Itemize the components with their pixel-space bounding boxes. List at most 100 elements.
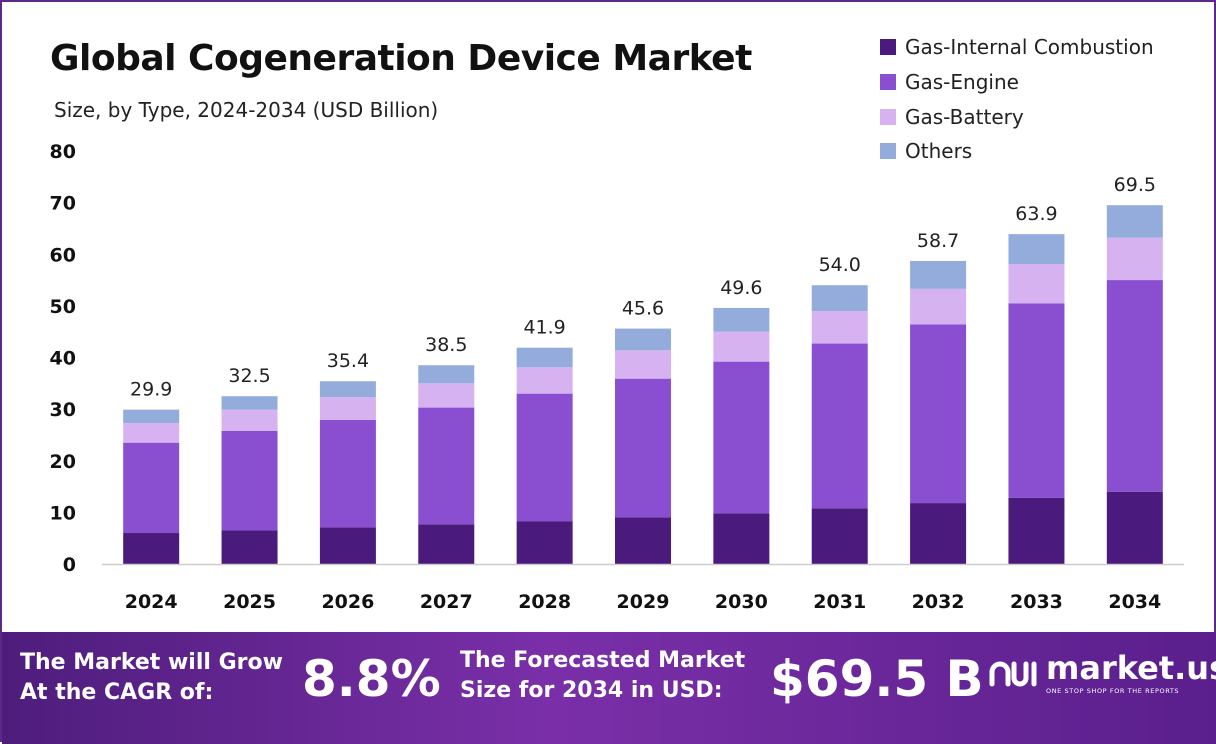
bar-segment-gas-internal-combustion bbox=[319, 527, 376, 564]
bar-segment-others bbox=[516, 347, 573, 368]
bar-segment-gas-battery bbox=[221, 409, 278, 431]
y-tick-label: 40 bbox=[50, 348, 76, 370]
bar-segment-gas-battery bbox=[516, 367, 573, 394]
legend-swatch bbox=[880, 74, 896, 91]
legend-label: Gas-Engine bbox=[905, 70, 1019, 95]
bar-segment-gas-engine bbox=[516, 393, 573, 522]
bar-segment-gas-battery bbox=[1106, 237, 1163, 281]
bar-segment-gas-internal-combustion bbox=[910, 503, 967, 564]
logo-tagline: ONE STOP SHOP FOR THE REPORTS bbox=[1046, 687, 1180, 695]
bar-total-label: 54.0 bbox=[819, 254, 861, 276]
bar-segment-gas-internal-combustion bbox=[713, 513, 770, 564]
chart-legend: Gas-Internal Combustion Gas-Engine Gas-B… bbox=[880, 30, 1154, 169]
bar-segment-others bbox=[1106, 205, 1163, 238]
bar-segment-others bbox=[221, 396, 278, 410]
bar-segment-others bbox=[1008, 234, 1065, 265]
bar-segment-gas-battery bbox=[418, 383, 475, 408]
cagr-value: 8.8% bbox=[302, 650, 441, 708]
x-tick-label: 2026 bbox=[321, 591, 374, 613]
bar-segment-gas-internal-combustion bbox=[811, 508, 868, 564]
y-tick-label: 50 bbox=[50, 296, 76, 318]
legend-swatch bbox=[880, 108, 896, 125]
legend-item-gas-battery: Gas-Battery bbox=[880, 99, 1154, 134]
bar-total-label: 29.9 bbox=[130, 379, 172, 401]
bar-segment-others bbox=[615, 328, 671, 351]
logo-text: market.us bbox=[1046, 649, 1216, 687]
bar-segment-gas-engine bbox=[123, 442, 180, 534]
bar-segment-gas-internal-combustion bbox=[1008, 497, 1065, 564]
bar-segment-gas-internal-combustion bbox=[123, 533, 180, 564]
y-tick-label: 20 bbox=[50, 451, 76, 473]
x-tick-label: 2031 bbox=[813, 591, 866, 613]
bar-segment-gas-engine bbox=[1106, 280, 1163, 492]
bar-segment-others bbox=[713, 307, 770, 332]
y-tick-label: 0 bbox=[63, 554, 76, 576]
bar-segment-gas-internal-combustion bbox=[418, 524, 475, 564]
bar-segment-gas-engine bbox=[221, 430, 278, 531]
legend-item-gas-internal-combustion: Gas-Internal Combustion bbox=[880, 30, 1154, 65]
legend-label: Others bbox=[905, 139, 973, 164]
x-tick-label: 2028 bbox=[518, 591, 571, 613]
bar-segment-gas-internal-combustion bbox=[516, 521, 573, 564]
bar-segment-gas-engine bbox=[910, 324, 967, 504]
x-tick-label: 2030 bbox=[715, 591, 768, 613]
forecast-label-line2: Size for 2034 in USD: bbox=[460, 678, 723, 703]
bar-segment-others bbox=[123, 409, 180, 424]
x-tick-label: 2024 bbox=[125, 591, 178, 613]
x-tick-label: 2032 bbox=[912, 591, 965, 613]
bar-segment-others bbox=[811, 285, 868, 312]
x-tick-label: 2029 bbox=[617, 591, 670, 613]
bar-total-label: 58.7 bbox=[917, 230, 959, 252]
bar-segment-others bbox=[319, 381, 376, 398]
bar-segment-gas-engine bbox=[319, 419, 376, 528]
legend-label: Gas-Internal Combustion bbox=[905, 35, 1154, 60]
bar-segment-gas-battery bbox=[910, 288, 967, 325]
bar-segment-gas-engine bbox=[713, 361, 770, 514]
x-tick-label: 2027 bbox=[420, 591, 473, 613]
bar-segment-gas-internal-combustion bbox=[221, 530, 278, 564]
bar-segment-gas-engine bbox=[811, 343, 868, 509]
cagr-label: The Market will Grow At the CAGR of: bbox=[20, 648, 283, 708]
y-tick-label: 10 bbox=[50, 502, 76, 524]
forecast-value: $69.5 B bbox=[770, 650, 984, 708]
bar-segment-gas-battery bbox=[713, 331, 770, 362]
stacked-bar-chart: 0102030405060708029.9202432.5202535.4202… bbox=[50, 141, 1184, 613]
bar-segment-gas-battery bbox=[811, 311, 868, 344]
chart-subtitle: Size, by Type, 2024-2034 (USD Billion) bbox=[54, 98, 439, 122]
chart-title: Global Cogeneration Device Market bbox=[50, 38, 752, 79]
x-tick-label: 2033 bbox=[1010, 591, 1063, 613]
x-tick-label: 2025 bbox=[223, 591, 276, 613]
bar-total-label: 45.6 bbox=[622, 298, 664, 320]
summary-banner: The Market will Grow At the CAGR of: 8.8… bbox=[2, 632, 1216, 744]
bar-segment-gas-engine bbox=[418, 407, 475, 525]
forecast-label-line1: The Forecasted Market bbox=[460, 648, 746, 673]
bar-segment-gas-battery bbox=[123, 423, 180, 443]
legend-item-others: Others bbox=[880, 134, 1154, 169]
bar-segment-gas-internal-combustion bbox=[615, 517, 671, 564]
bar-total-label: 32.5 bbox=[228, 365, 270, 387]
bar-total-label: 38.5 bbox=[425, 334, 467, 356]
bar-segment-gas-internal-combustion bbox=[1106, 491, 1163, 564]
cagr-label-line2: At the CAGR of: bbox=[20, 680, 214, 705]
brand-logo: market.us ONE STOP SHOP FOR THE REPORTS bbox=[988, 652, 1216, 695]
y-tick-label: 80 bbox=[50, 141, 76, 163]
bar-total-label: 49.6 bbox=[720, 277, 762, 299]
x-tick-label: 2034 bbox=[1108, 591, 1161, 613]
bar-total-label: 69.5 bbox=[1114, 174, 1156, 196]
legend-swatch bbox=[880, 39, 896, 56]
bar-segment-gas-battery bbox=[319, 397, 376, 420]
bar-segment-gas-engine bbox=[615, 378, 671, 518]
bar-total-label: 63.9 bbox=[1015, 203, 1057, 225]
y-tick-label: 30 bbox=[50, 399, 76, 421]
forecast-label: The Forecasted Market Size for 2034 in U… bbox=[460, 646, 745, 706]
bar-total-label: 35.4 bbox=[327, 350, 369, 372]
bar-segment-others bbox=[418, 365, 475, 384]
bar-segment-gas-battery bbox=[1008, 264, 1065, 304]
cagr-label-line1: The Market will Grow bbox=[20, 650, 283, 675]
legend-label: Gas-Battery bbox=[905, 104, 1024, 129]
y-tick-label: 70 bbox=[50, 193, 76, 215]
logo-wordmark: market.us ONE STOP SHOP FOR THE REPORTS bbox=[1046, 652, 1216, 695]
market-us-logo-icon bbox=[989, 661, 1037, 686]
legend-swatch bbox=[880, 143, 896, 160]
